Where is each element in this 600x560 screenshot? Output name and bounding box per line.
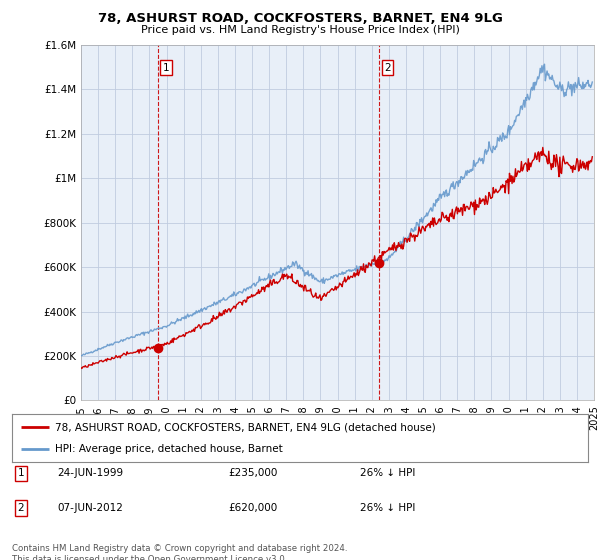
Text: £235,000: £235,000 (228, 468, 277, 478)
Text: 07-JUN-2012: 07-JUN-2012 (57, 503, 123, 513)
Text: Contains HM Land Registry data © Crown copyright and database right 2024.
This d: Contains HM Land Registry data © Crown c… (12, 544, 347, 560)
Text: £620,000: £620,000 (228, 503, 277, 513)
Text: 24-JUN-1999: 24-JUN-1999 (57, 468, 123, 478)
Text: 26% ↓ HPI: 26% ↓ HPI (360, 503, 415, 513)
Text: 26% ↓ HPI: 26% ↓ HPI (360, 468, 415, 478)
Text: 78, ASHURST ROAD, COCKFOSTERS, BARNET, EN4 9LG: 78, ASHURST ROAD, COCKFOSTERS, BARNET, E… (98, 12, 502, 25)
Text: 2: 2 (384, 63, 391, 73)
Text: 2: 2 (17, 503, 25, 513)
Text: Price paid vs. HM Land Registry's House Price Index (HPI): Price paid vs. HM Land Registry's House … (140, 25, 460, 35)
Text: HPI: Average price, detached house, Barnet: HPI: Average price, detached house, Barn… (55, 444, 283, 454)
Text: 1: 1 (163, 63, 169, 73)
Text: 1: 1 (17, 468, 25, 478)
Text: 78, ASHURST ROAD, COCKFOSTERS, BARNET, EN4 9LG (detached house): 78, ASHURST ROAD, COCKFOSTERS, BARNET, E… (55, 422, 436, 432)
